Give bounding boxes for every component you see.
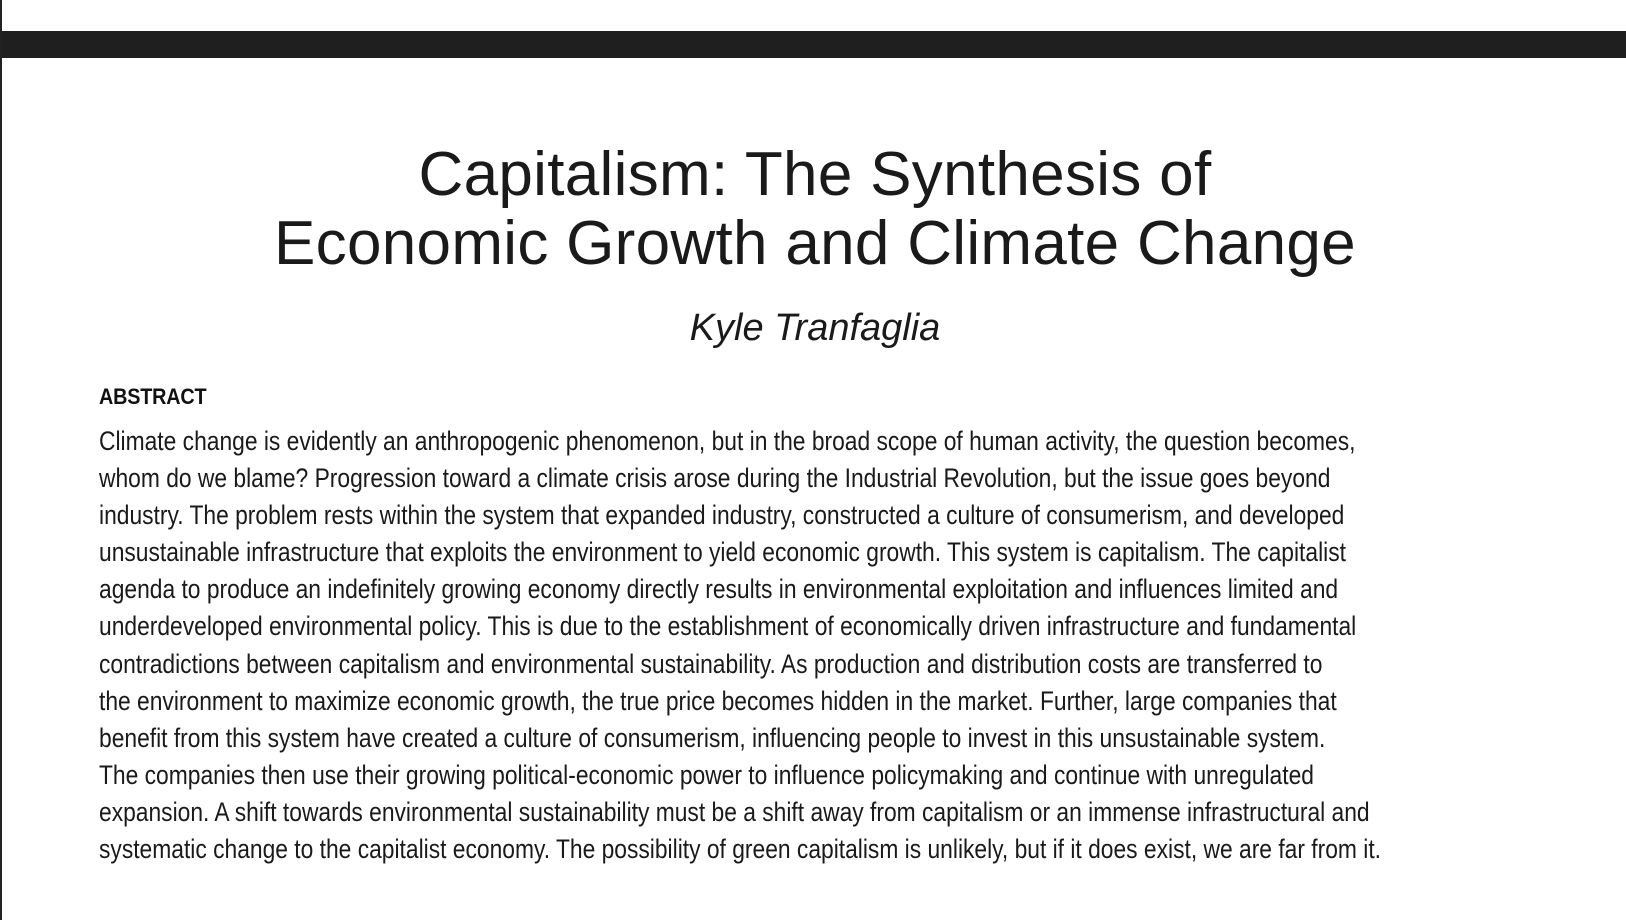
title-line-2: Economic Growth and Climate Change (274, 209, 1356, 278)
abstract-body: Climate change is evidently an anthropog… (99, 423, 1383, 868)
abstract-line: benefit from this system have created a … (99, 722, 1326, 753)
abstract-line: contradictions between capitalism and en… (99, 648, 1323, 679)
abstract-line: systematic change to the capitalist econ… (99, 834, 1382, 865)
abstract-line: the environment to maximize economic gro… (99, 685, 1337, 716)
abstract-line: expansion. A shift towards environmental… (99, 796, 1370, 827)
abstract-line: whom do we blame? Progression toward a c… (99, 463, 1331, 494)
abstract-line: The companies then use their growing pol… (99, 759, 1314, 790)
abstract-line: unsustainable infrastructure that exploi… (99, 537, 1346, 568)
paper-author: Kyle Tranfaglia (689, 307, 941, 349)
abstract-heading: ABSTRACT (99, 384, 207, 409)
abstract-line: agenda to produce an indefinitely growin… (99, 574, 1339, 605)
title-line-1: Capitalism: The Synthesis of (418, 140, 1212, 209)
paper-title: Capitalism: The Synthesis of Economic Gr… (2, 140, 1626, 278)
abstract-line: Climate change is evidently an anthropog… (99, 426, 1356, 456)
page-top-bar (2, 31, 1626, 58)
abstract-line: industry. The problem rests within the s… (99, 500, 1345, 531)
abstract-line: underdeveloped environmental policy. Thi… (99, 611, 1357, 642)
